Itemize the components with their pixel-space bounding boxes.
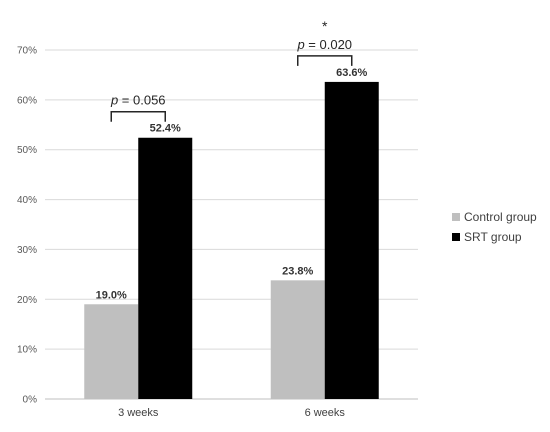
x-category-label: 3 weeks [118,407,159,419]
significance-bracket [110,110,166,122]
x-category-label: 6 weeks [305,407,346,419]
legend-label: Control group [464,210,537,224]
bar-srt-group [138,137,193,399]
significance-star: * [322,18,328,34]
y-tick-label: 70% [17,46,37,57]
data-label: 19.0% [96,289,127,301]
p-value: = 0.056 [118,93,165,108]
significance-bracket [297,55,353,66]
p-value: = 0.020 [305,37,352,52]
p-value-label: p = 0.056 [110,93,166,108]
y-tick-label: 30% [17,245,37,256]
bar-control-group [270,280,325,399]
legend-label: SRT group [464,230,522,244]
p-value-label: p = 0.020 [296,37,352,52]
p-symbol: p [296,37,304,52]
y-tick-label: 60% [17,95,37,106]
bar-srt-group [324,81,379,399]
y-tick-label: 40% [17,195,37,206]
data-label: 23.8% [282,265,313,277]
bar-control-group [84,304,139,399]
y-tick-label: 20% [17,295,37,306]
y-tick-label: 50% [17,145,37,156]
data-label: 63.6% [336,67,367,79]
data-label: 52.4% [150,123,181,135]
p-symbol: p [110,93,118,108]
y-tick-label: 0% [23,395,38,406]
y-tick-label: 10% [17,345,37,356]
legend-swatch [452,213,460,221]
legend-swatch [452,233,460,241]
